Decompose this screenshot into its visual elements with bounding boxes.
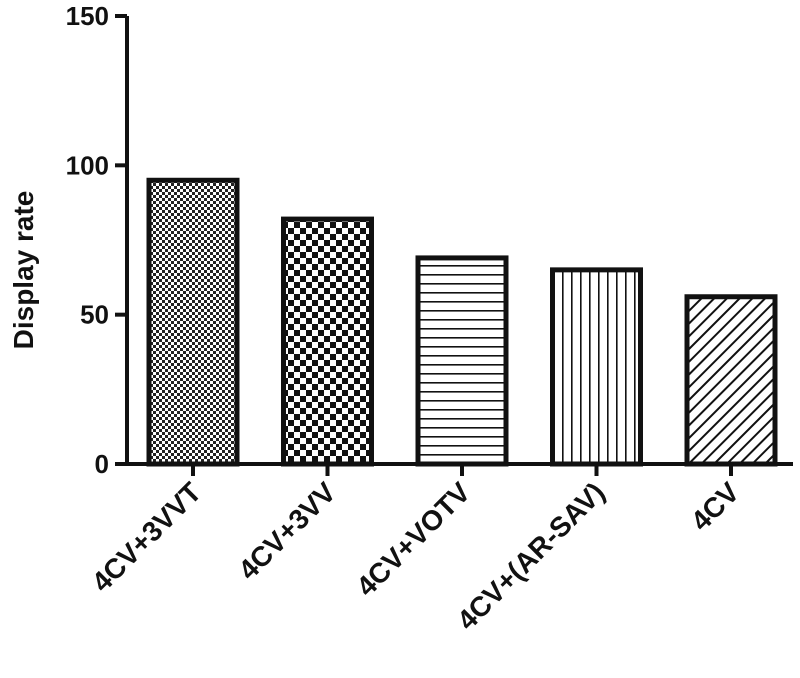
y-tick-label: 100 [66,150,109,180]
y-tick-label: 150 [66,1,109,31]
y-tick-label: 50 [80,300,109,330]
x-category-label: 4CV+3VVT [86,476,208,598]
y-axis-title: Display rate [8,191,39,350]
bar-2 [281,216,374,467]
x-category-label: 4CV [685,476,746,537]
x-category-label: 4CV+3VV [232,476,342,586]
x-category-label: 4CV+VOTV [350,476,476,602]
x-category-label: 4CV+(AR-SAV) [451,476,611,636]
bar-3 [415,255,509,467]
bar-4 [550,267,643,467]
bar-1 [146,177,240,467]
bar-5 [684,294,778,467]
y-tick-label: 0 [95,449,109,479]
